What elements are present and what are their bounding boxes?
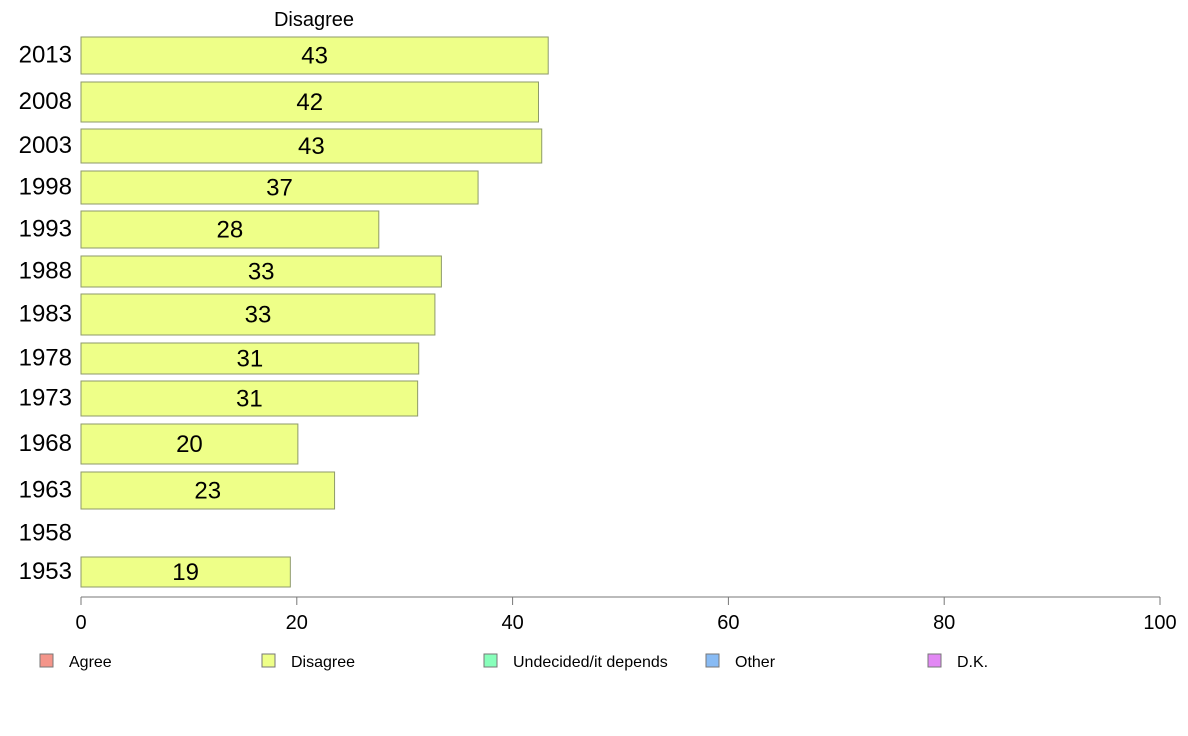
bar [80, 293, 436, 336]
year-label: 2008 [19, 88, 72, 115]
legend-label: Agree [69, 654, 112, 671]
bar-value-label: 42 [296, 89, 323, 116]
x-axis: 0 20 40 60 80 100 [75, 596, 1177, 634]
bar [80, 128, 543, 164]
year-label: 2013 [19, 42, 72, 69]
legend-label: Disagree [291, 654, 355, 671]
bar-value-label: 43 [298, 133, 325, 160]
bar [80, 423, 299, 465]
year-label: 1953 [19, 558, 72, 585]
x-tick-label: 40 [501, 612, 523, 634]
year-label: 1973 [19, 385, 72, 412]
legend-label: Other [735, 654, 776, 671]
bar-value-label: 28 [217, 217, 244, 244]
legend-swatch [705, 653, 720, 668]
legend-label: Undecided/it depends [513, 654, 668, 671]
x-tick-label: 100 [1143, 612, 1176, 634]
legend-label: D.K. [957, 654, 988, 671]
bar [80, 342, 420, 375]
legend-swatch [927, 653, 942, 668]
year-label: 1983 [19, 301, 72, 328]
year-label: 1958 [19, 520, 72, 547]
bar-value-label: 20 [176, 431, 203, 458]
year-label: 1963 [19, 477, 72, 504]
legend-swatch [39, 653, 54, 668]
bar [80, 380, 419, 417]
bar-value-label: 31 [236, 386, 263, 413]
bar [80, 255, 442, 288]
bar [80, 556, 291, 588]
year-label: 2003 [19, 132, 72, 159]
x-tick-label: 60 [717, 612, 739, 634]
year-label: 1968 [19, 430, 72, 457]
bar [80, 210, 380, 249]
bar-value-label: 43 [301, 43, 328, 70]
chart-title: Disagree [274, 9, 354, 31]
year-label: 1988 [19, 258, 72, 285]
legend: Agree Disagree Undecided/it depends Other D.… [39, 653, 988, 671]
x-tick-label: 20 [286, 612, 308, 634]
year-label: 1998 [19, 174, 72, 201]
bar-value-label: 37 [266, 175, 293, 202]
bar [80, 471, 336, 510]
x-tick-label: 0 [75, 612, 86, 634]
bar-value-label: 33 [245, 302, 272, 329]
bar-value-label: 23 [194, 478, 221, 505]
bar [80, 36, 549, 75]
bar [80, 170, 479, 205]
bar-value-label: 31 [237, 346, 264, 373]
bar-value-label: 19 [172, 559, 199, 586]
year-label: 1978 [19, 345, 72, 372]
x-tick-label: 80 [933, 612, 955, 634]
bar-value-label: 33 [248, 259, 275, 286]
bar [80, 81, 539, 123]
legend-swatch [483, 653, 498, 668]
legend-swatch [261, 653, 276, 668]
year-labels-group: 2013 2008 2003 1998 1993 1988 1983 1978 1973 1968… [19, 42, 72, 586]
year-label: 1993 [19, 216, 72, 243]
